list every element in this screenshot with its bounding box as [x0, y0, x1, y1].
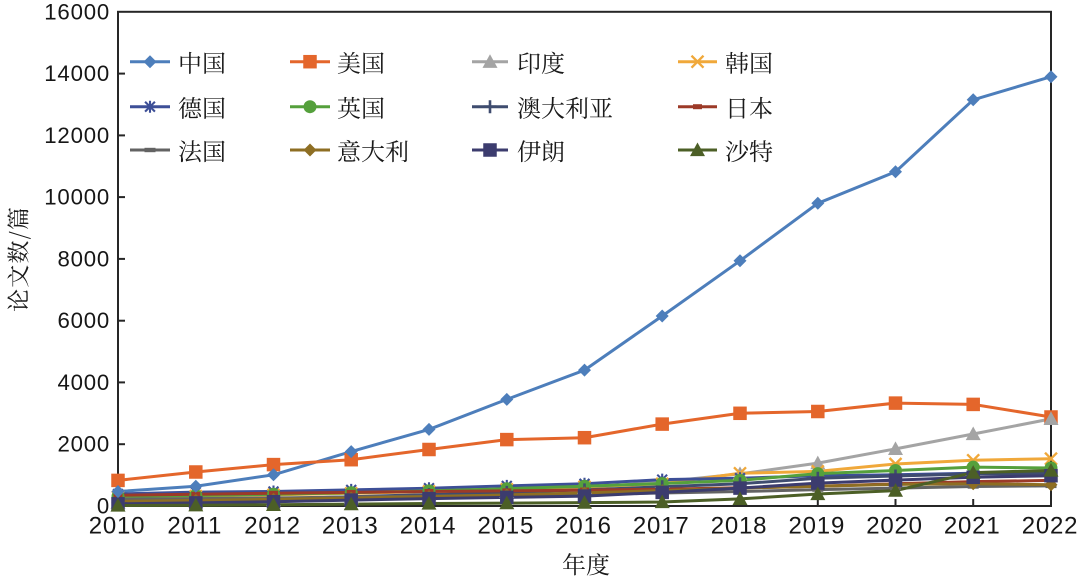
svg-text:8000: 8000 — [57, 246, 110, 271]
svg-text:2021: 2021 — [944, 513, 1001, 540]
svg-text:2014: 2014 — [400, 513, 457, 540]
svg-text:2012: 2012 — [244, 513, 301, 540]
svg-text:4000: 4000 — [57, 370, 110, 395]
svg-text:2010: 2010 — [89, 513, 146, 540]
svg-text:6000: 6000 — [57, 308, 110, 333]
svg-text:2020: 2020 — [866, 513, 923, 540]
svg-text:2017: 2017 — [633, 513, 690, 540]
svg-text:2019: 2019 — [789, 513, 846, 540]
svg-text:2016: 2016 — [555, 513, 612, 540]
svg-text:2013: 2013 — [322, 513, 379, 540]
svg-text:2022: 2022 — [1022, 513, 1079, 540]
svg-text:2000: 2000 — [57, 432, 110, 457]
svg-text:2018: 2018 — [711, 513, 768, 540]
svg-text:16000: 16000 — [44, 0, 110, 24]
svg-text:14000: 14000 — [44, 61, 110, 86]
svg-text:0: 0 — [97, 494, 110, 519]
svg-text:12000: 12000 — [44, 123, 110, 148]
svg-text:2015: 2015 — [478, 513, 535, 540]
svg-text:10000: 10000 — [44, 185, 110, 210]
svg-text:2011: 2011 — [167, 513, 222, 540]
